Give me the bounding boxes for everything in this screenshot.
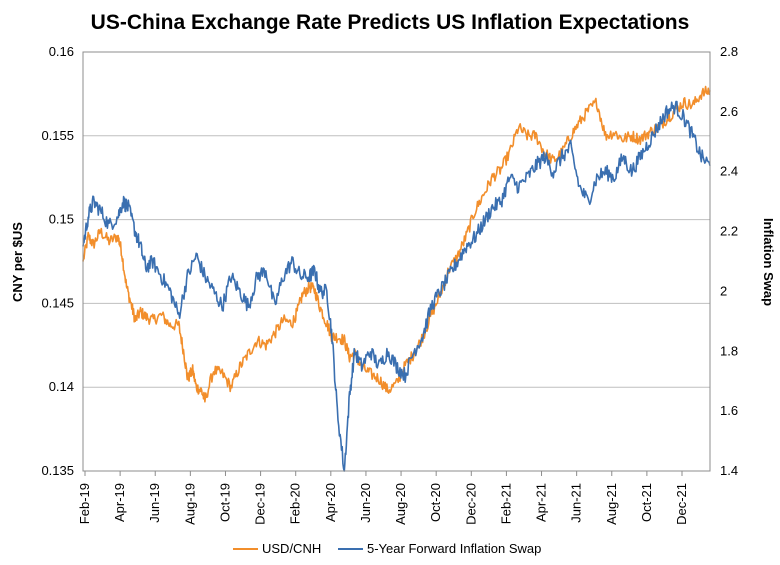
right-axis-label: Inflation Swap (761, 218, 776, 306)
right-tick-label: 2.2 (720, 224, 738, 239)
chart-title: US-China Exchange Rate Predicts US Infla… (91, 11, 690, 34)
legend-label-usdcnh: USD/CNH (262, 541, 321, 556)
left-tick-label: 0.16 (49, 44, 74, 59)
left-tick-label: 0.14 (49, 379, 74, 394)
left-tick-label: 0.135 (41, 463, 74, 478)
x-tick-label: Feb-21 (498, 483, 513, 524)
series-line-inflation-swap (82, 100, 711, 472)
x-tick-label: Apr-21 (534, 483, 549, 522)
left-axis-label: CNY per $US (10, 222, 25, 302)
x-tick-label: Jun-21 (569, 483, 584, 523)
x-tick-label: Oct-21 (639, 483, 654, 522)
left-tick-label: 0.155 (41, 128, 74, 143)
left-axis-ticks: 0.135 0.14 0.145 0.15 0.155 0.16 (41, 44, 74, 478)
right-tick-label: 2 (720, 283, 727, 298)
right-tick-label: 1.4 (720, 463, 738, 478)
right-axis-ticks: 1.4 1.6 1.8 2 2.2 2.4 2.6 2.8 (720, 44, 738, 478)
legend-label-inflation-swap: 5-Year Forward Inflation Swap (367, 541, 541, 556)
x-tick-label: Aug-21 (604, 483, 619, 525)
x-tick-label: Dec-21 (674, 483, 689, 525)
series-layer (82, 85, 711, 472)
x-tick-label: Jun-20 (358, 483, 373, 523)
series-line-usdcnh (82, 85, 711, 403)
plot-area-frame (82, 51, 711, 472)
x-tick-label: Oct-19 (217, 483, 232, 522)
x-axis-ticks: Feb-19 Apr-19 Jun-19 Aug-19 Oct-19 Dec-19 Feb-… (77, 471, 689, 525)
x-tick-label: Apr-20 (323, 483, 338, 522)
right-tick-label: 1.8 (720, 343, 738, 358)
x-tick-label: Jun-19 (147, 483, 162, 523)
x-tick-label: Aug-19 (182, 483, 197, 525)
x-tick-label: Aug-20 (393, 483, 408, 525)
left-tick-label: 0.15 (49, 212, 74, 227)
x-tick-label: Feb-19 (77, 483, 92, 524)
right-tick-label: 1.6 (720, 403, 738, 418)
x-tick-label: Apr-19 (112, 483, 127, 522)
left-tick-label: 0.145 (41, 295, 74, 310)
x-tick-label: Oct-20 (428, 483, 443, 522)
right-tick-label: 2.8 (720, 44, 738, 59)
x-tick-label: Dec-20 (463, 483, 478, 525)
x-tick-label: Feb-20 (288, 483, 303, 524)
gridlines (83, 51, 710, 472)
legend: USD/CNH 5-Year Forward Inflation Swap (233, 541, 541, 556)
x-tick-label: Dec-19 (253, 483, 268, 525)
right-tick-label: 2.6 (720, 104, 738, 119)
right-tick-label: 2.4 (720, 164, 738, 179)
